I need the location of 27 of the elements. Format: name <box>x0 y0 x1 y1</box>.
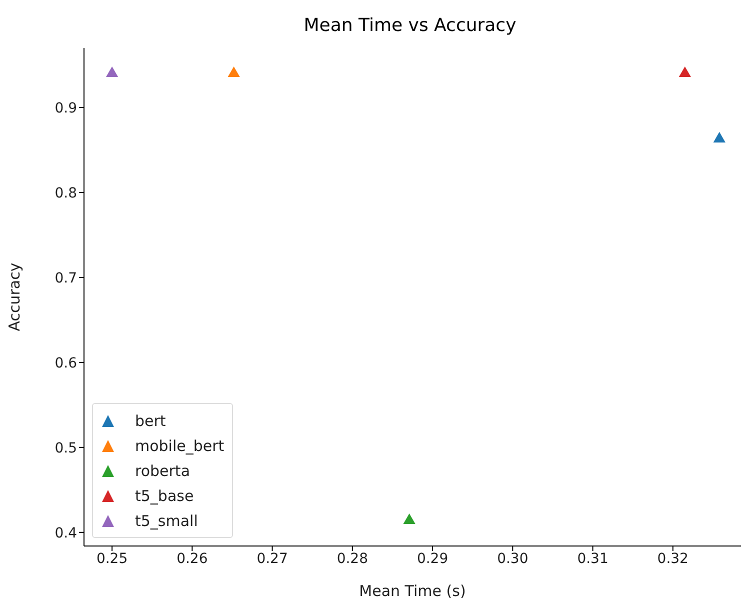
y-tick-label: 0.7 <box>54 270 77 286</box>
x-tick-label: 0.27 <box>256 550 288 567</box>
chart-title: Mean Time vs Accuracy <box>302 14 518 38</box>
y-tick-label: 0.4 <box>54 525 78 542</box>
legend-label: bert <box>135 412 166 430</box>
point <box>228 66 240 78</box>
x-axis-title: Mean Time (s) <box>359 582 466 600</box>
x-tick-label: 0.28 <box>336 550 368 567</box>
y-tick-label: 0.6 <box>54 355 78 372</box>
legend-label: mobile_bert <box>135 436 224 454</box>
x-tick-label: 0.30 <box>497 550 528 567</box>
y-tick-label: 0.9 <box>54 100 77 116</box>
y-axis-title: Accuracy <box>5 262 24 332</box>
x-tick-label: 0.32 <box>657 550 688 567</box>
y-tick-label: 0.8 <box>54 185 77 202</box>
point <box>106 66 118 78</box>
point <box>403 513 416 524</box>
x-tick-label: 0.31 <box>577 550 608 567</box>
point <box>713 132 726 142</box>
legend-label: roberta <box>135 462 190 480</box>
legend-label: t5_small <box>135 512 198 530</box>
y-tick-label: 0.5 <box>54 440 77 456</box>
point <box>678 66 691 78</box>
x-tick-label: 0.25 <box>96 550 128 567</box>
legend-label: t5_base <box>135 486 194 504</box>
x-tick-label: 0.29 <box>416 550 448 567</box>
x-tick-label: 0.26 <box>176 550 208 567</box>
